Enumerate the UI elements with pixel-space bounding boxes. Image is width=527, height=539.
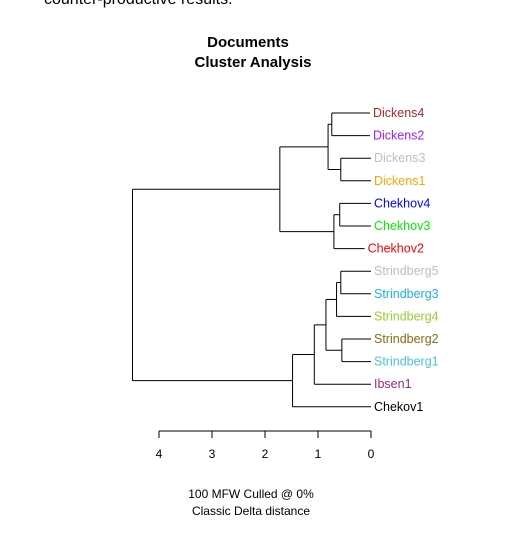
leaf-label: Strindberg5 <box>374 264 439 278</box>
leaf-label: Chekov1 <box>374 400 423 414</box>
leaf-label: Chekhov3 <box>374 219 430 233</box>
chart-caption: 100 MFW Culled @ 0% Classic Delta distan… <box>188 487 314 518</box>
x-tick-label: 2 <box>262 447 269 461</box>
dendrogram-branches <box>132 112 371 408</box>
caption-line-2: Classic Delta distance <box>192 504 310 518</box>
leaf-label: Dickens4 <box>373 106 424 120</box>
caption-line-1: 100 MFW Culled @ 0% <box>188 487 314 501</box>
chart-title-line-1: Documents <box>207 34 289 51</box>
leaf-labels: Dickens4 Dickens2 Dickens3 Dickens1 Chekhov4… <box>368 106 439 414</box>
x-axis: 4 3 2 1 0 <box>156 430 375 461</box>
x-tick-label: 1 <box>315 447 322 461</box>
leaf-label: Strindberg1 <box>374 355 439 369</box>
leaf-label: Dickens1 <box>374 174 425 188</box>
leaf-label: Dickens3 <box>374 151 425 165</box>
intro-text: counter-productive results. <box>44 0 233 9</box>
leaf-label: Dickens2 <box>373 129 424 143</box>
x-tick-label: 3 <box>209 447 216 461</box>
leaf-label: Strindberg4 <box>374 309 439 323</box>
chart-title: Documents Cluster Analysis <box>195 34 312 71</box>
leaf-label: Strindberg3 <box>374 287 439 301</box>
x-tick-label: 4 <box>156 447 163 461</box>
leaf-label: Ibsen1 <box>374 377 412 391</box>
leaf-label: Strindberg2 <box>374 332 439 346</box>
leaf-label: Chekhov4 <box>374 196 430 210</box>
leaf-label: Chekhov2 <box>368 242 424 256</box>
x-tick-label: 0 <box>368 447 375 461</box>
chart-title-line-2: Cluster Analysis <box>195 54 312 71</box>
